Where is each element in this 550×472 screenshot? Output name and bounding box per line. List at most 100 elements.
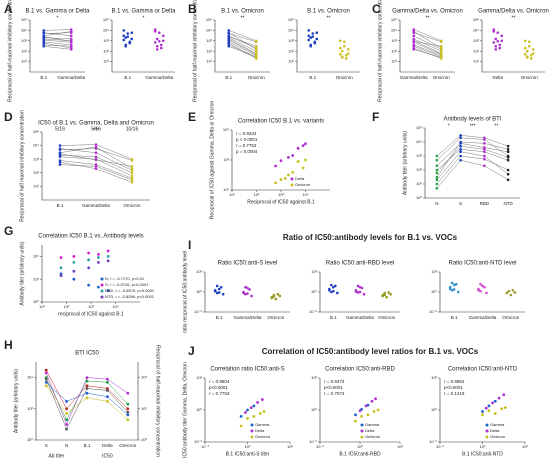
pair-line	[43, 39, 72, 43]
point	[106, 289, 110, 292]
fraction: 5/16	[91, 126, 101, 132]
point	[481, 284, 484, 288]
x-tick-label: Delta	[492, 75, 503, 80]
legend-swatch	[100, 283, 104, 287]
y-tick-label: 10¹	[21, 59, 27, 64]
point	[523, 39, 527, 43]
x-tick-label: B.1	[225, 75, 232, 80]
x-tick-label: B.1	[330, 315, 337, 320]
point	[439, 44, 443, 48]
point	[439, 56, 443, 59]
point	[435, 186, 439, 190]
point	[106, 395, 109, 399]
annotation: **	[241, 15, 245, 21]
x-tick-label: Omicron	[521, 75, 538, 80]
point	[376, 408, 380, 412]
point	[258, 412, 262, 415]
panel-heading: Correlation of IC50:antibody level ratio…	[262, 347, 479, 356]
pair-line	[228, 38, 257, 54]
point	[483, 285, 486, 289]
panel-title: Gamma/Delta vs. Omicron	[392, 9, 463, 15]
point	[44, 371, 48, 375]
x-tick-label: 10²	[522, 444, 528, 449]
panel-title: B.1 vs. Gamma or Delta	[25, 9, 90, 15]
point	[274, 297, 278, 301]
point	[500, 34, 504, 38]
legend-swatch	[360, 435, 364, 439]
legend-label: Omicron	[255, 434, 270, 439]
point	[252, 414, 256, 418]
point	[126, 32, 130, 35]
point	[252, 404, 256, 408]
axes	[35, 362, 138, 441]
point	[72, 277, 76, 281]
point	[346, 52, 350, 55]
point	[106, 387, 109, 390]
point	[531, 48, 535, 51]
point	[412, 31, 416, 35]
x-tick-label: Omicron	[119, 443, 136, 448]
x-tick-label: 10¹	[229, 192, 235, 197]
y-tick-label: 10⁰	[431, 289, 437, 294]
group-label: IC50	[102, 453, 113, 459]
point	[481, 413, 484, 417]
axes	[481, 20, 545, 73]
point	[459, 142, 462, 145]
pair-line	[436, 159, 509, 189]
point	[435, 176, 439, 179]
point	[65, 407, 68, 411]
fraction: 10/16	[126, 126, 139, 132]
point	[130, 37, 134, 41]
point	[161, 39, 165, 43]
point	[412, 28, 416, 31]
y-tick-label: 10⁻²	[309, 309, 318, 314]
point	[452, 283, 456, 287]
panel-title: BTI IC50	[75, 351, 99, 357]
panel-title: Ratio IC50:anti-NTD level	[448, 261, 516, 267]
point	[42, 31, 46, 35]
point	[272, 295, 276, 298]
y-tick-label: 10²	[196, 269, 202, 274]
point	[126, 35, 130, 38]
y-axis-label: ratio reciprocal of IC50:antibody level	[182, 251, 188, 333]
point	[338, 46, 342, 50]
point	[85, 396, 89, 400]
y-tick-label: 10²	[288, 48, 294, 53]
y-axis-label: Antibody titer (arbitrary units)	[19, 241, 25, 306]
point	[523, 46, 527, 50]
point	[435, 158, 439, 162]
x-tick-label: Omicron	[336, 75, 353, 80]
panel-letter: B	[188, 2, 197, 16]
annotation: **	[426, 15, 430, 21]
point	[435, 178, 439, 182]
point	[485, 291, 488, 295]
x-tick-label: 10²	[64, 304, 70, 309]
point	[311, 35, 315, 38]
point	[69, 48, 73, 51]
point	[336, 291, 339, 295]
y-tick-label: 10²	[473, 48, 479, 53]
point	[44, 368, 48, 372]
point	[106, 249, 110, 253]
y-tick-label: 10²	[33, 276, 39, 281]
annotation: **	[512, 15, 516, 21]
point	[96, 252, 100, 256]
point	[276, 292, 280, 296]
legend-label: Delta	[295, 176, 305, 181]
y-tick-label: 10²	[103, 48, 109, 53]
x-tick-label: 10⁻²	[436, 444, 445, 449]
point	[59, 272, 63, 276]
point	[130, 171, 134, 175]
point	[334, 284, 337, 288]
point	[459, 148, 462, 151]
y-tick-label: 10¹	[33, 183, 39, 188]
annotation: p<0.0001	[324, 385, 343, 390]
point	[260, 398, 264, 401]
x-tick-label: Gamma/Delta	[346, 315, 374, 320]
x-tick-label: 10¹	[39, 304, 45, 309]
point	[435, 171, 439, 175]
panel-letter: H	[4, 338, 13, 352]
point	[527, 40, 531, 44]
point	[58, 152, 62, 156]
annotation: p < 0.0001	[236, 137, 258, 142]
